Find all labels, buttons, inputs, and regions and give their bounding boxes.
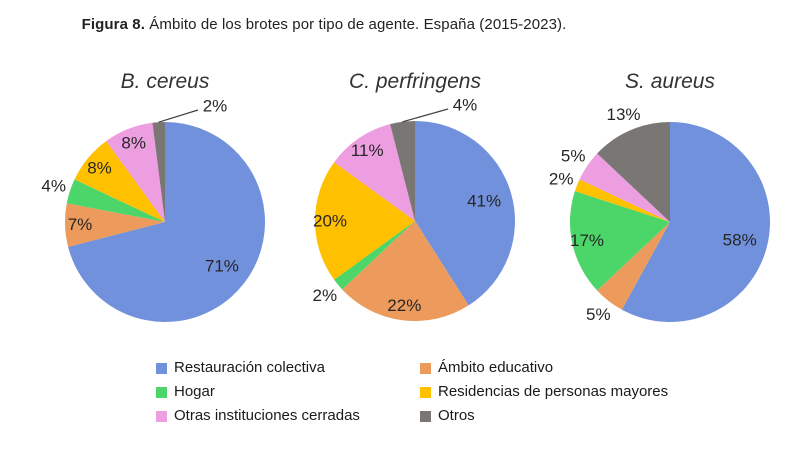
pie-charts-canvas: 71% 7% 4% 8% 8% 2% 41% 22% 2% 20% 11% 4% 58% 5% 17% 2… (41, 96, 770, 324)
legend-label: Otros (438, 407, 475, 424)
legend-item: Hogar (156, 384, 420, 399)
pie-label: 8% (87, 158, 112, 177)
pie-title-b-cereus: B. cereus (120, 70, 210, 93)
pie-slice-restauracion-colectiva (415, 121, 515, 306)
pie-label: 41% (467, 191, 501, 210)
legend-item: Residencias de personas mayores (420, 384, 668, 399)
pie-chart-b-cereus: 71% 7% 4% 8% 8% 2% (41, 97, 265, 322)
leader-line (158, 109, 199, 123)
pie-title-c-perfringens: C. perfringens (349, 70, 481, 93)
pie-chart-c-perfringens: 41% 22% 2% 20% 11% 4% (313, 96, 515, 321)
pie-label: 2% (549, 169, 574, 188)
legend-label: Hogar (174, 383, 215, 400)
pie-slice-otros (390, 121, 415, 221)
leader-line (402, 108, 449, 123)
pie-slice-ambito-educativo (597, 222, 670, 310)
pie-label: 13% (606, 105, 640, 124)
pie-label: 5% (561, 147, 586, 166)
pie-slice-residencias-de-personas-mayores (574, 179, 670, 222)
pie-label: 11% (351, 141, 384, 160)
pie-label: 4% (41, 176, 66, 195)
pie-slice-otros (152, 122, 165, 222)
pie-label: 71% (205, 257, 239, 276)
pie-slice-hogar (334, 221, 415, 290)
figure-caption-text: Ámbito de los brotes por tipo de agente.… (149, 16, 567, 33)
pie-label: 17% (570, 231, 604, 250)
legend-swatch-otros (420, 410, 431, 422)
legend-label: Residencias de personas mayores (438, 383, 669, 400)
legend-swatch-ambito-educativo (420, 362, 431, 374)
legend-swatch-hogar (156, 386, 167, 398)
pie-slice-ambito-educativo (64, 203, 165, 247)
pie-title-s-aureus: S. aureus (625, 70, 715, 93)
pie-slice-ambito-educativo (342, 221, 469, 321)
pie-label: 5% (586, 305, 611, 324)
pie-slice-otros (597, 122, 670, 222)
pie-slice-hogar (66, 179, 165, 222)
pie-slice-restauracion-colectiva (621, 122, 770, 322)
legend-item: Otras instituciones cerradas (156, 408, 420, 423)
pie-label: 58% (723, 230, 757, 249)
pie-chart-s-aureus: 58% 5% 17% 2% 5% 13% (549, 105, 770, 324)
figure-caption: Figura 8. Ámbito de los brotes por tipo … (0, 16, 648, 33)
pie-label: 7% (68, 215, 93, 234)
legend-item: Restauración colectiva (156, 360, 420, 375)
legend-label: Otras instituciones cerradas (174, 407, 360, 424)
legend-label: Restauración colectiva (174, 359, 325, 376)
pie-slice-residencias-de-personas-mayores (74, 141, 165, 222)
pie-label: 22% (387, 296, 421, 315)
pie-slice-hogar (569, 191, 670, 291)
pie-label: 20% (313, 212, 347, 231)
pie-label: 4% (453, 96, 478, 115)
pie-slice-otras-instituciones-cerradas (334, 124, 415, 221)
legend-swatch-residencias (420, 386, 431, 398)
pie-slice-restauracion-colectiva (68, 122, 265, 322)
pie-label: 2% (313, 286, 338, 305)
pie-slice-otras-instituciones-cerradas (106, 122, 165, 222)
pie-slice-residencias-de-personas-mayores (315, 162, 415, 280)
pie-slice-otras-instituciones-cerradas (579, 153, 670, 222)
legend-swatch-restauracion-colectiva (156, 362, 167, 374)
legend: Restauración colectiva Ámbito educativo … (156, 360, 668, 423)
legend-label: Ámbito educativo (438, 359, 554, 376)
legend-swatch-otras-instituciones (156, 410, 167, 422)
pie-label: 2% (203, 97, 228, 116)
figure-caption-number: Figura 8. (81, 16, 146, 33)
pie-label: 8% (121, 134, 146, 153)
legend-item: Ámbito educativo (420, 360, 668, 375)
legend-item: Otros (420, 408, 668, 423)
